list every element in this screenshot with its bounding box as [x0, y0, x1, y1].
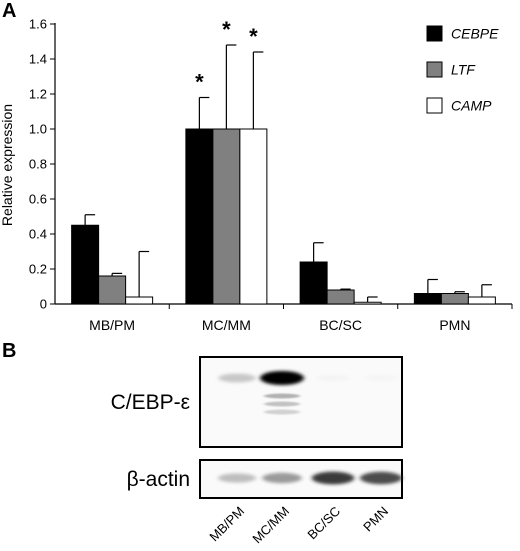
blot-band [315, 374, 351, 382]
lane-label: BC/SC [304, 504, 343, 543]
bar-cebpe-pmn [413, 293, 442, 305]
y-tick-label: 1.0 [29, 122, 47, 137]
x-category-label: MB/PM [89, 317, 135, 333]
y-tick-label: 1.2 [29, 87, 47, 102]
panel-b-letter: B [2, 340, 16, 362]
x-category-label: MC/MM [202, 317, 251, 333]
bar-chart: 0 0.2 0.4 0.6 0.8 1.0 1.2 1.4 1.6 MB/PM MC/MM * * * BC… [29, 17, 513, 333]
legend-swatch [426, 25, 443, 42]
bar-camp-pmn [467, 296, 496, 305]
legend: CEBPE LTF CAMP [426, 25, 499, 114]
lane-label: MC/MM [249, 504, 292, 547]
blot-minor-band [264, 409, 300, 415]
blot-row-label: C/EBP-ε [111, 391, 190, 414]
legend-swatch [426, 97, 443, 114]
bar-camp-mc-mm [239, 128, 268, 305]
lane-label: MB/PM [206, 504, 247, 545]
western-blot: C/EBP-ε β-actin MB/PM MC/MM BC/SC PMN [111, 356, 403, 547]
y-tick-label: 0 [40, 297, 47, 312]
y-tick-label: 1.6 [29, 17, 47, 32]
blot-minor-band [264, 401, 300, 407]
bar-cebpe-mc-mm [185, 128, 214, 305]
legend-label: LTF [451, 62, 476, 78]
legend-swatch [426, 61, 443, 78]
blot-minor-band [264, 393, 300, 399]
x-category-label: PMN [439, 317, 470, 333]
blot-band [360, 471, 402, 485]
legend-label: CAMP [451, 98, 492, 114]
blot-band [363, 374, 399, 382]
bar-cebpe-mb-pm [71, 224, 100, 305]
significance-star: * [222, 17, 231, 42]
y-tick-label: 0.4 [29, 227, 47, 242]
panel-a-letter: A [2, 0, 16, 22]
bar-cebpe-bc-sc [299, 261, 328, 305]
bar-ltf-pmn [440, 293, 469, 305]
blot-band [218, 373, 256, 383]
significance-star: * [195, 70, 204, 95]
y-tick-label: 0.2 [29, 262, 47, 277]
bar-ltf-mb-pm [98, 275, 127, 305]
blot-row-label: β-actin [127, 468, 190, 491]
lane-label: PMN [360, 504, 391, 535]
blot-band [311, 471, 355, 485]
blot-membrane-cebp-epsilon [199, 356, 403, 448]
significance-star: * [249, 24, 258, 49]
y-axis-label: Relative expression [0, 104, 15, 226]
bar-camp-bc-sc [353, 301, 382, 305]
blot-band [218, 473, 256, 483]
y-tick-label: 0.8 [29, 157, 47, 172]
blot-band [262, 472, 302, 484]
blot-band [260, 371, 304, 385]
bar-camp-mb-pm [125, 296, 154, 305]
y-tick-label: 0.6 [29, 192, 47, 207]
legend-label: CEBPE [451, 26, 499, 42]
bar-ltf-bc-sc [326, 289, 355, 305]
x-category-label: BC/SC [319, 317, 362, 333]
y-tick-label: 1.4 [29, 52, 47, 67]
bar-ltf-mc-mm [212, 128, 241, 305]
